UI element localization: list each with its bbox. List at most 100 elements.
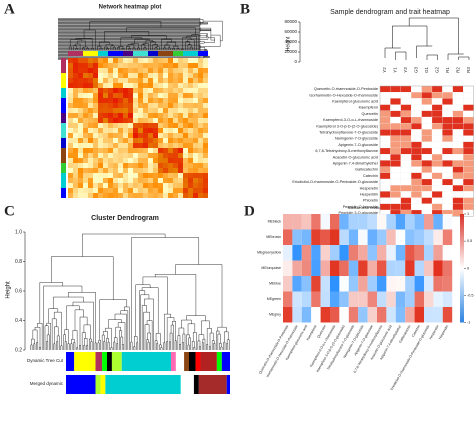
trait-cell — [339, 214, 349, 230]
heatmap-cell — [168, 133, 173, 138]
trait-cell — [442, 245, 453, 261]
module-bar — [61, 73, 66, 78]
trait-label: Apigenin-7,4-dimethylether — [333, 162, 379, 166]
trait-cell — [433, 276, 443, 292]
panel-letter: D — [244, 203, 255, 219]
trait-cell — [400, 185, 412, 192]
y-tick-label: 80000 — [284, 19, 297, 24]
heatmap-cell — [178, 73, 183, 78]
heatmap-cell — [128, 123, 133, 128]
heatmap-cell — [133, 123, 138, 128]
heatmap-cell — [113, 68, 118, 73]
heatmap-cell — [88, 153, 93, 158]
sample-label: R1 — [445, 67, 450, 73]
heatmap-cell — [178, 153, 183, 158]
module-bar — [95, 352, 103, 371]
trait-cell — [463, 154, 474, 161]
heatmap-cell — [143, 178, 148, 183]
heatmap-cell — [138, 178, 143, 183]
heatmap-cell — [168, 193, 173, 198]
heatmap-cell — [188, 58, 193, 63]
panel-letter: A — [4, 1, 15, 17]
heatmap-cell — [188, 138, 193, 143]
module-bar — [183, 51, 188, 56]
heatmap-cell — [88, 188, 93, 193]
trait-cell — [452, 191, 464, 198]
heatmap-cell — [68, 103, 73, 108]
trait-cell — [358, 307, 368, 323]
trait-cell — [424, 307, 434, 323]
trait-cell — [442, 135, 453, 142]
heatmap-cell — [123, 168, 128, 173]
heatmap-cell — [168, 163, 173, 168]
heatmap-cell — [173, 128, 178, 133]
trait-cell — [431, 116, 443, 124]
heatmap-cell — [78, 158, 83, 163]
heatmap-cell — [78, 78, 83, 83]
heatmap-cell — [148, 58, 153, 63]
heatmap-cell — [148, 193, 153, 198]
trait-cell — [377, 276, 387, 292]
heatmap-cell — [108, 178, 113, 183]
colorbar — [460, 214, 464, 323]
module-bar — [73, 51, 78, 56]
heatmap-cell — [158, 188, 163, 193]
trait-cell — [411, 104, 422, 111]
trait-cell — [452, 135, 464, 142]
trait-cell — [421, 172, 433, 180]
heatmap-cell — [188, 123, 193, 128]
module-bar — [118, 51, 123, 56]
module-bar — [189, 352, 196, 371]
trait-cell — [433, 260, 443, 276]
trait-cell — [431, 147, 443, 155]
trait-cell — [400, 197, 412, 204]
heatmap-cell — [83, 58, 88, 63]
heatmap-cell — [98, 88, 103, 93]
heatmap-cell — [153, 128, 158, 133]
heatmap-cell — [173, 138, 178, 143]
heatmap-cell — [108, 113, 113, 118]
heatmap-cell — [93, 133, 98, 138]
heatmap-cell — [183, 158, 188, 163]
heatmap-cell — [98, 73, 103, 78]
heatmap-cell — [148, 133, 153, 138]
trait-cell — [463, 123, 474, 130]
trait-cell — [411, 116, 422, 124]
heatmap-cell — [138, 83, 143, 88]
trait-cell — [442, 178, 453, 186]
trait-cell — [386, 291, 396, 307]
trait-cell — [414, 229, 424, 245]
trait-cell — [390, 178, 401, 186]
heatmap-cell — [203, 138, 208, 143]
heatmap-cell — [158, 128, 163, 133]
heatmap-cell — [93, 123, 98, 128]
trait-cell — [379, 172, 391, 180]
heatmap-cell — [203, 78, 208, 83]
heatmap-cell — [143, 113, 148, 118]
trait-cell — [400, 160, 412, 167]
heatmap-cell — [83, 118, 88, 123]
heatmap-cell — [138, 58, 143, 63]
heatmap-cell — [163, 58, 168, 63]
heatmap-cell — [68, 113, 73, 118]
trait-cell — [421, 123, 433, 130]
heatmap-cell — [178, 148, 183, 153]
heatmap-cell — [183, 138, 188, 143]
trait-cell — [442, 160, 453, 167]
trait-cell — [283, 291, 293, 307]
trait-cell — [463, 166, 474, 173]
trait-cell — [431, 129, 443, 136]
heatmap-cell — [133, 63, 138, 68]
heatmap-cell — [153, 58, 158, 63]
heatmap-cell — [83, 193, 88, 198]
trait-cell — [424, 229, 434, 245]
heatmap-cell — [158, 103, 163, 108]
heatmap-cell — [73, 183, 78, 188]
heatmap-cell — [118, 133, 123, 138]
heatmap-cell — [68, 153, 73, 158]
trait-cell — [348, 260, 359, 276]
heatmap-cell — [163, 188, 168, 193]
trait-cell — [358, 291, 368, 307]
trait-cell — [442, 92, 453, 99]
heatmap-cell — [68, 158, 73, 163]
